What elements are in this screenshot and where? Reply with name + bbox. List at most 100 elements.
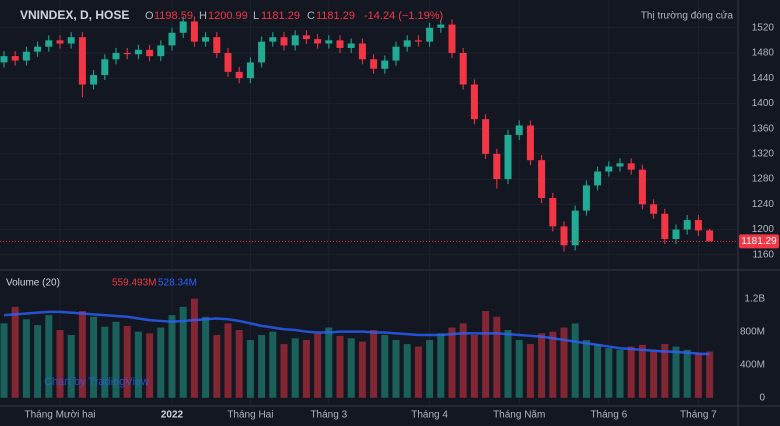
market-status: Thị trường đóng cửa [641,10,734,22]
candle-body [526,125,534,161]
candle-body [314,39,322,44]
volume-bar [538,333,546,398]
y-tick-label: 1280 [752,174,775,185]
x-tick-label: Tháng 4 [411,410,448,421]
x-tick-label: 2022 [161,410,184,421]
marks [0,16,738,398]
candle-body [123,52,131,55]
volume-tick-label: 0 [759,392,765,403]
candle-body [78,37,86,85]
volume-value: 559.493M [112,278,156,289]
candle-body [538,160,546,199]
y-tick-label: 1360 [752,123,775,134]
high-label: H [199,10,207,22]
volume-bar [336,335,344,398]
candle-body [179,21,187,33]
candle-body [146,49,154,57]
low-value: 1181.29 [261,10,300,22]
candle-body [605,166,613,172]
close-label: C [307,10,315,22]
volume-bar [448,327,456,398]
volume-bar [459,323,467,398]
candle-body [515,125,523,135]
y-tick-label: 1160 [752,249,774,260]
volume-bar [90,316,98,398]
volume-bar [325,327,333,398]
candle-body [168,32,176,46]
candle-body [213,37,221,53]
volume-ma-value: 528.34M [158,278,197,289]
candle-body [101,59,109,76]
candle-body [258,41,266,63]
volume-bar [302,339,310,398]
candle-body [459,52,467,85]
volume-bar [661,344,669,398]
volume-tick-label: 800M [740,326,765,337]
volume-bar [146,333,154,398]
candle-body [650,204,658,214]
candle-body [437,24,445,28]
last-price-box [739,234,779,249]
candle-body [683,220,691,230]
volume-bar [616,349,624,398]
y-tick-label: 1400 [752,98,775,109]
candle-body [403,40,411,47]
change-value: -14.24 (−1.19%) [364,10,443,22]
candle-body [616,163,624,167]
volume-bar [437,333,445,398]
candle-body [280,37,288,46]
candle-body [414,40,422,42]
open-label: O [145,10,154,22]
volume-bar [515,339,523,398]
labels: VNINDEX, D, HOSE O 1198.59 H 1200.99 L 1… [6,8,779,421]
candle-body [560,226,568,246]
volume-bar [414,346,422,398]
low-label: L [253,10,259,22]
volume-bar [101,326,109,398]
candle-body [45,40,53,47]
y-tick-label: 1520 [752,22,775,33]
candle-body [224,52,232,72]
volume-bar [34,325,42,398]
volume-bar [347,338,355,398]
candle-body [504,134,512,180]
volume-bar [78,311,86,398]
candle-body [392,46,400,61]
volume-bar [605,348,613,398]
candle-body [381,60,389,69]
volume-bar [672,346,680,398]
candle-body [235,71,243,79]
symbol-title[interactable]: VNINDEX, D, HOSE [20,8,129,22]
grid [0,0,738,406]
volume-bar [213,334,221,398]
candle-body [246,62,254,79]
volume-bar [493,316,501,398]
candle-body [347,43,355,48]
open-value: 1198.59 [154,10,193,22]
candle-body [638,169,646,205]
candle-body [571,210,579,246]
candle-body [34,46,42,52]
volume-bar [694,353,702,398]
volume-bar [291,338,299,398]
watermark[interactable]: Chart by TradingView [44,376,149,388]
x-tick-label: Tháng 7 [680,410,717,421]
close-value: 1181.29 [316,10,355,22]
candle-body [22,51,30,61]
candle-body [582,185,590,211]
y-tick-label: 1440 [752,73,775,84]
candle-body [157,45,165,57]
volume-bar [683,349,691,398]
volume-bar [627,346,635,398]
volume-bar [470,334,478,398]
last-price-label: 1181.29 [741,236,777,247]
candle-body [482,119,490,154]
volume-bar [258,334,266,398]
volume-bar [594,344,602,398]
volume-legend[interactable]: Volume (20) [6,278,60,289]
volume-bar [358,341,366,398]
candle-body [90,75,98,85]
volume-bar [0,323,8,398]
candle-body [325,40,333,44]
